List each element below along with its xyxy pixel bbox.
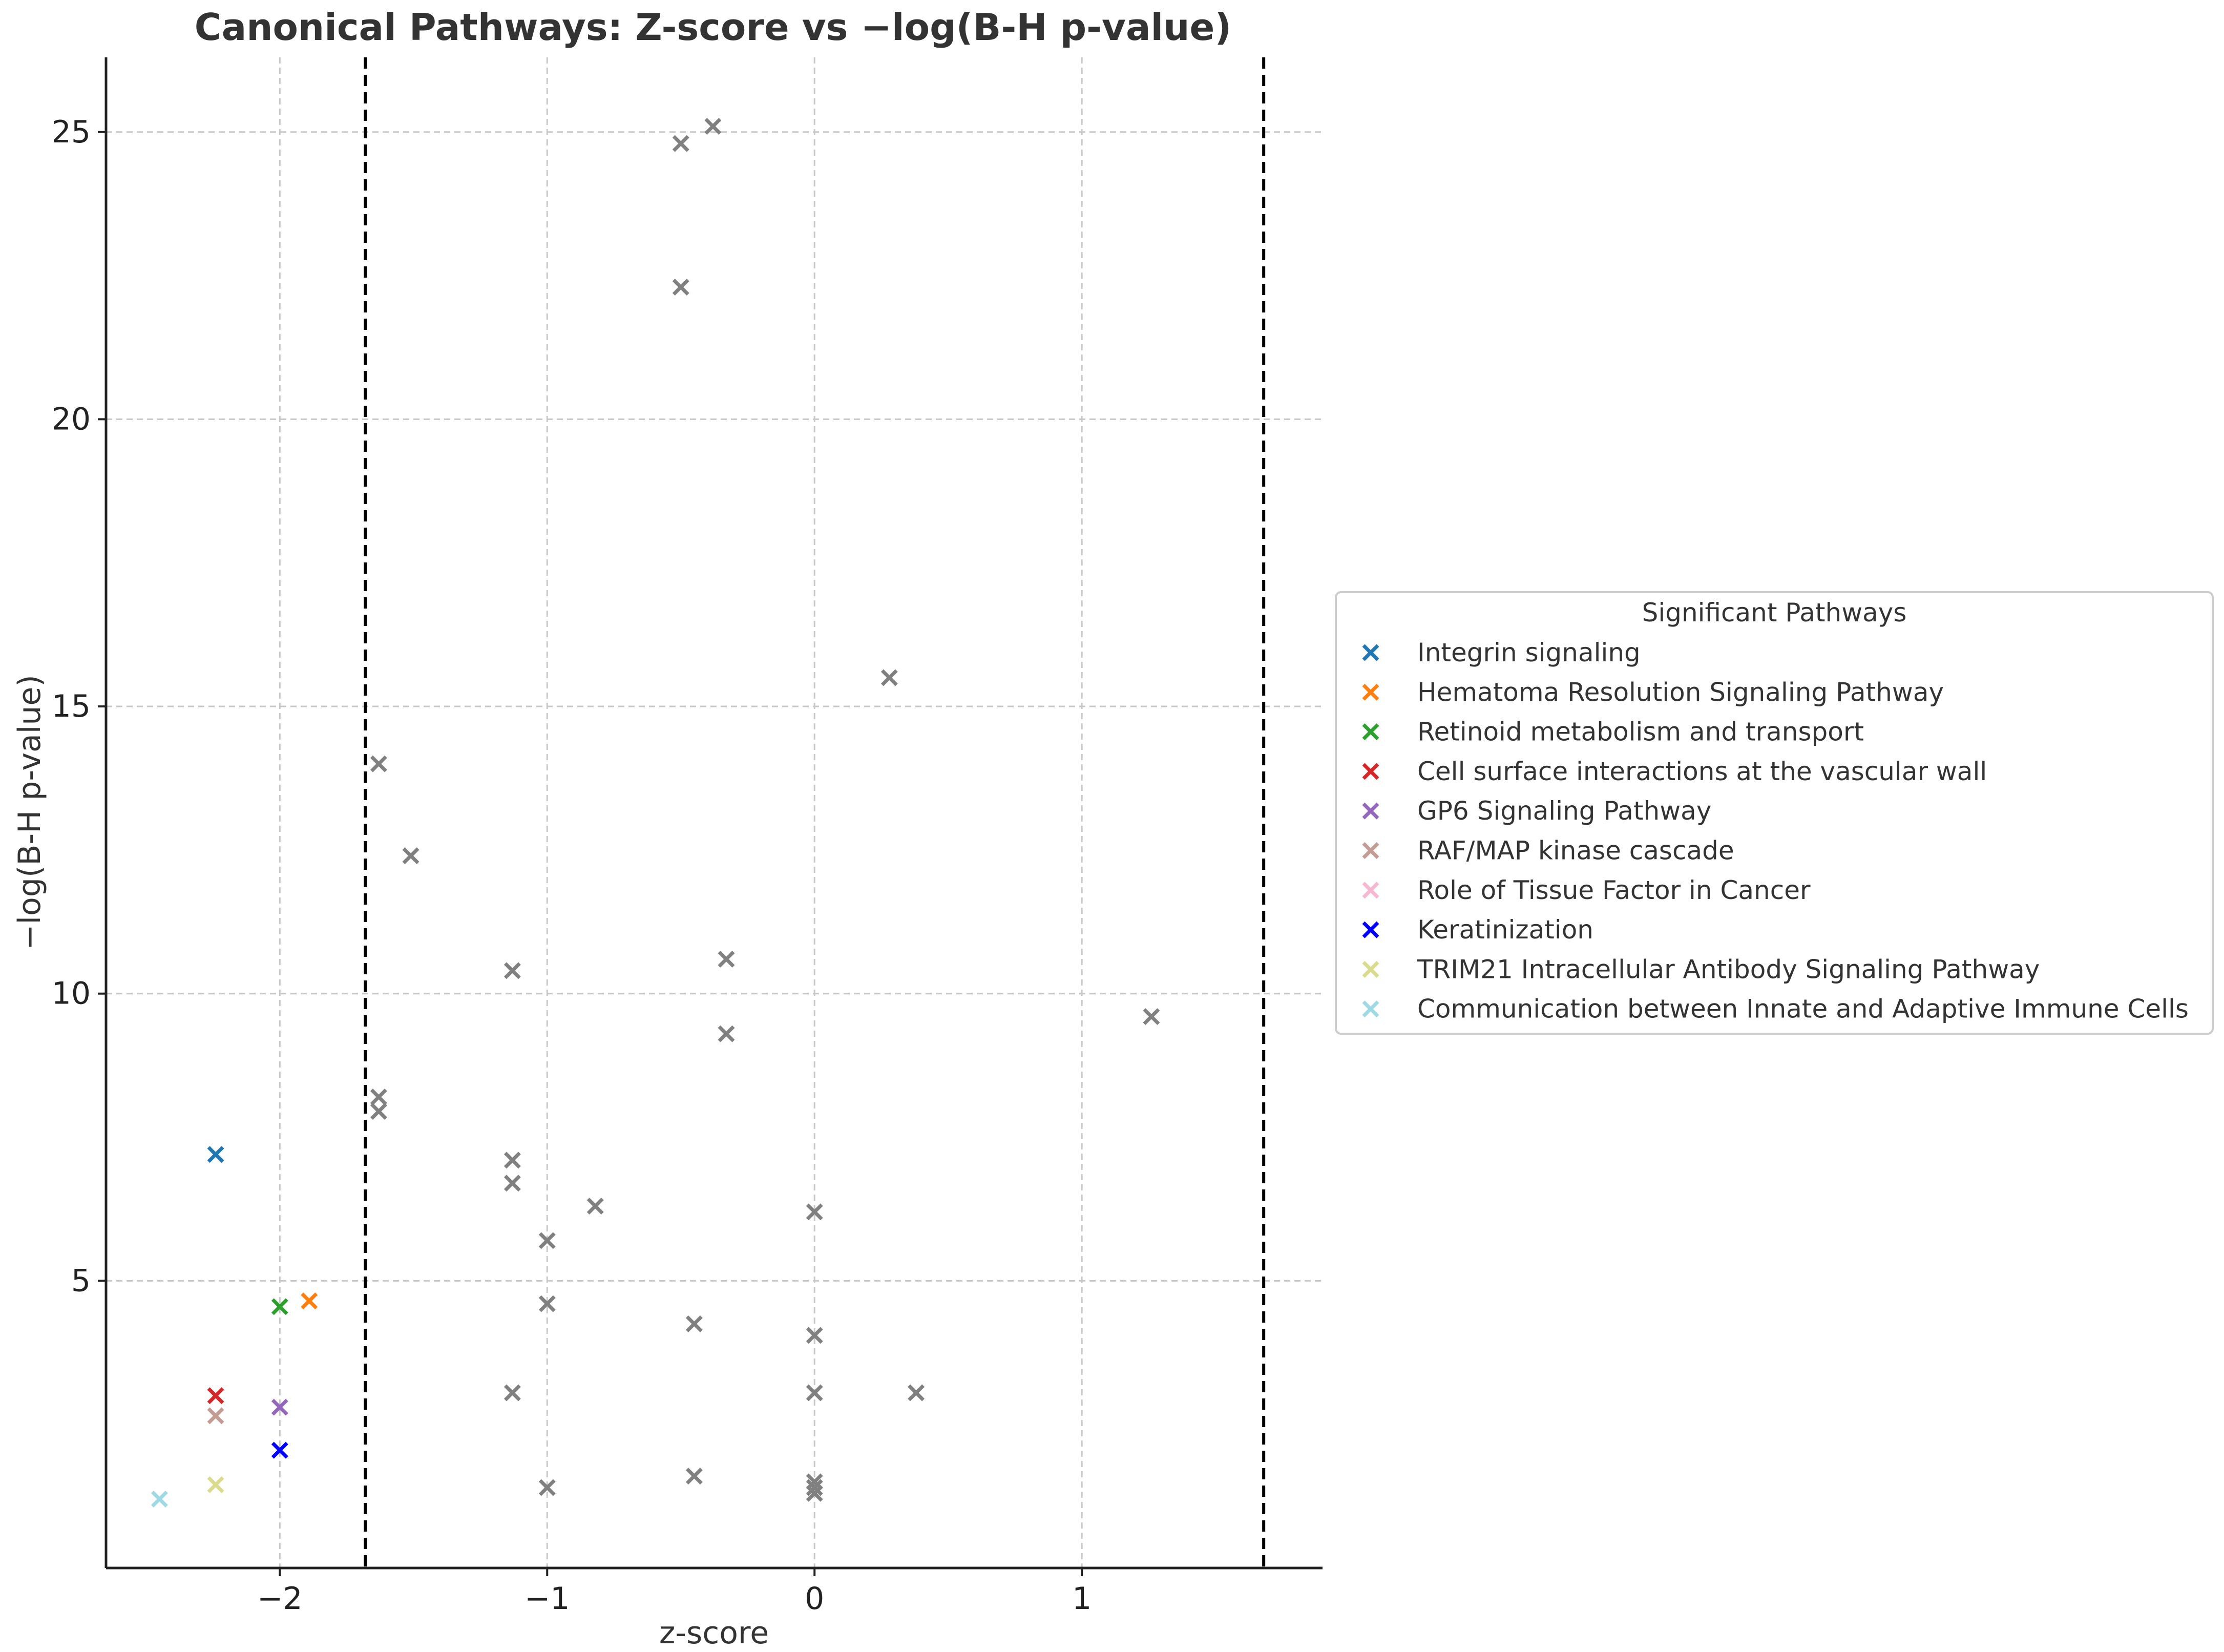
legend-marker-icon [1362,644,1379,661]
data-point [880,669,898,686]
legend-entries: Integrin signaling Hematoma Resolution Si… [1362,638,2189,1024]
data-point [370,1089,387,1106]
legend-entry-label: Hematoma Resolution Signaling Pathway [1417,677,1944,707]
x-tick-label: −1 [524,1581,570,1617]
data-point [207,1476,224,1493]
legend-marker-icon [1362,921,1379,938]
legend-marker-icon [1362,882,1379,899]
y-tick-label: 10 [52,976,91,1012]
y-tick-label: 5 [71,1263,91,1299]
data-point [301,1292,318,1310]
data-point [586,1198,604,1215]
x-tick-label: 1 [1072,1581,1092,1617]
x-ticks: −2 −1 0 1 [257,1568,1092,1617]
y-tick-label: 25 [52,114,91,150]
data-point [207,1407,224,1425]
data-point [503,962,521,979]
data-point [271,1441,288,1459]
y-axis-label: −log(B-H p-value) [12,675,48,950]
data-point [503,1152,521,1169]
legend-entry-label: Cell surface interactions at the vascula… [1417,757,1987,786]
legend: Significant Pathways Integrin signaling H… [1335,591,2214,1035]
legend-entry-label: GP6 Signaling Pathway [1417,796,1711,826]
legend-entry-label: RAF/MAP kinase cascade [1417,836,1734,866]
data-point [806,1384,823,1402]
x-axis-label: z-score [659,1615,769,1651]
data-point [806,1479,823,1496]
data-point [685,1315,703,1332]
data-point [806,1203,823,1221]
data-point [271,1398,288,1416]
data-point [402,847,419,865]
legend-marker-icon [1362,842,1379,859]
data-point [207,1146,224,1163]
legend-entry-label: Keratinization [1417,915,1593,945]
data-point [271,1298,288,1315]
data-point [151,1490,168,1508]
chart-title: Canonical Pathways: Z-score vs −log(B-H … [195,6,1231,49]
legend-marker-icon [1362,1000,1379,1018]
data-point [1143,1008,1160,1026]
data-point [503,1384,521,1402]
legend-marker-icon [1362,960,1379,978]
legend-box [1335,591,2214,1035]
data-point [503,1175,521,1192]
data-point [207,1387,224,1405]
data-point [806,1484,823,1502]
data-point [685,1468,703,1485]
data-point [806,1327,823,1344]
legend-title: Significant Pathways [1642,598,1907,628]
threshold-lines [364,57,1266,1568]
data-point [704,118,722,135]
data-points [151,118,1160,1508]
legend-entry-label: TRIM21 Intracellular Antibody Signaling … [1417,954,2040,984]
data-point [908,1384,925,1402]
data-point [370,755,387,772]
x-tick-label: 0 [805,1581,824,1617]
y-tick-label: 20 [52,401,91,437]
x-tick-label: −2 [257,1581,302,1617]
legend-entry-label: Integrin signaling [1417,638,1641,667]
data-point [672,135,689,152]
legend-entry-label: Role of Tissue Factor in Cancer [1417,875,1811,905]
legend-marker-icon [1362,763,1379,780]
axes [104,57,1323,1570]
data-point [538,1232,556,1249]
data-point [370,1103,387,1120]
data-point [718,950,735,968]
data-point [672,279,689,296]
y-ticks: 5 10 15 20 25 [52,114,106,1299]
legend-marker-icon [1362,802,1379,820]
legend-marker-icon [1362,723,1379,741]
legend-marker-icon [1362,683,1379,701]
data-point [538,1479,556,1496]
y-tick-label: 15 [52,688,91,724]
grid [106,57,1323,1568]
legend-entry-label: Communication between Innate and Adaptiv… [1417,994,2189,1024]
data-point [718,1025,735,1042]
data-point [538,1295,556,1312]
legend-entry-label: Retinoid metabolism and transport [1417,717,1864,747]
